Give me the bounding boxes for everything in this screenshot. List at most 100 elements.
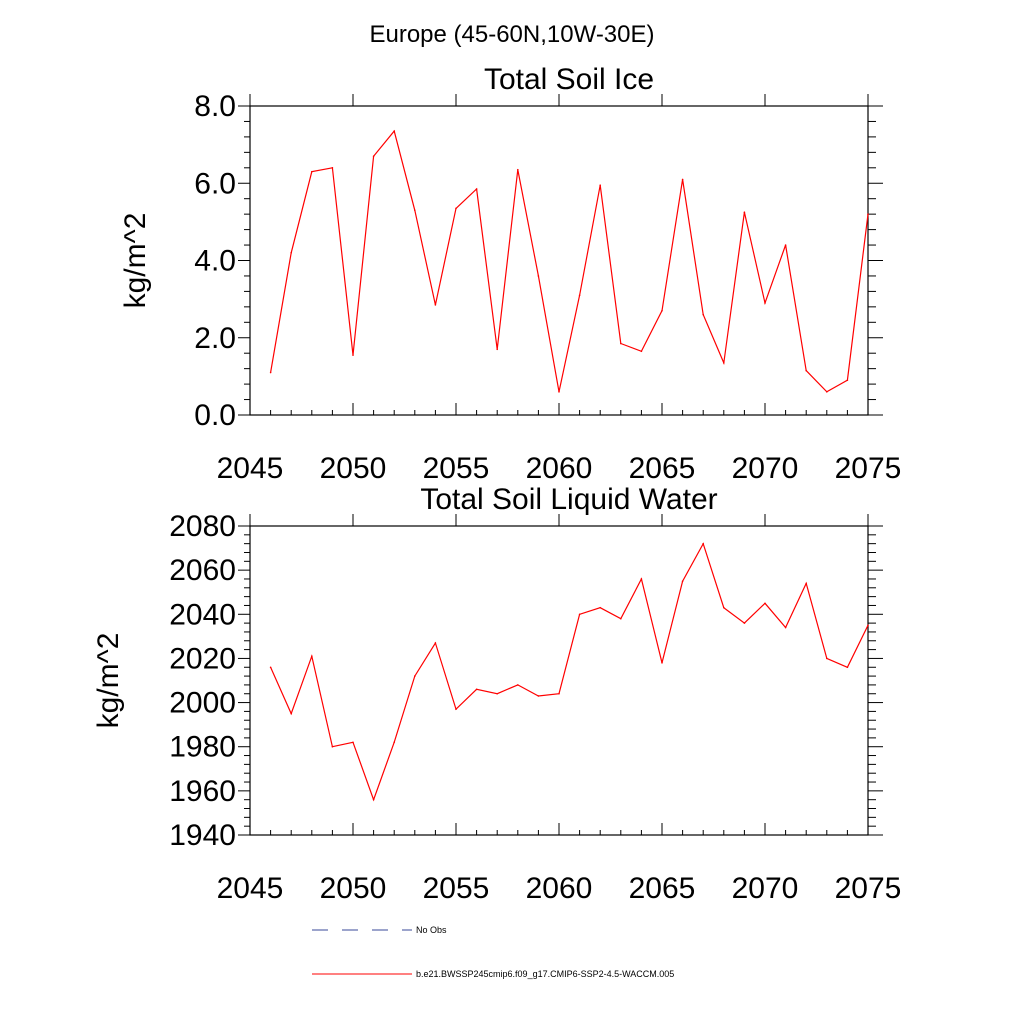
data-point bbox=[517, 168, 519, 171]
data-point bbox=[434, 304, 437, 306]
data-point bbox=[661, 662, 663, 664]
chart-title: Total Soil Liquid Water bbox=[420, 483, 717, 516]
data-point bbox=[681, 580, 684, 582]
data-point bbox=[372, 798, 375, 801]
y-axis-label: kg/m^2 bbox=[119, 213, 152, 309]
y-tick-label: 6.0 bbox=[194, 167, 236, 200]
data-point bbox=[269, 371, 272, 374]
x-tick-label: 2075 bbox=[835, 452, 902, 485]
y-tick-label: 2040 bbox=[169, 598, 236, 631]
data-point bbox=[372, 155, 375, 158]
data-point bbox=[496, 692, 499, 695]
x-tick-label: 2045 bbox=[217, 452, 284, 485]
data-point bbox=[393, 130, 396, 132]
y-tick-label: 1980 bbox=[169, 731, 236, 764]
data-point bbox=[558, 692, 560, 695]
x-tick-label: 2065 bbox=[629, 872, 696, 905]
data-point bbox=[620, 617, 622, 620]
data-point bbox=[784, 626, 787, 629]
data-point bbox=[475, 688, 478, 691]
chart-title: Total Soil Ice bbox=[484, 63, 654, 96]
data-point bbox=[537, 695, 540, 697]
data-point bbox=[743, 622, 746, 624]
data-point bbox=[764, 302, 766, 304]
y-tick-label: 4.0 bbox=[194, 245, 236, 278]
x-tick-label: 2050 bbox=[320, 872, 387, 905]
data-point bbox=[331, 745, 334, 748]
data-point bbox=[640, 578, 643, 580]
data-point bbox=[826, 657, 828, 660]
data-point bbox=[867, 213, 869, 215]
x-tick-label: 2060 bbox=[526, 452, 593, 485]
data-point bbox=[661, 309, 663, 312]
data-point bbox=[784, 244, 787, 246]
data-point bbox=[331, 167, 334, 169]
data-point bbox=[599, 184, 601, 186]
x-tick-label: 2055 bbox=[423, 452, 490, 485]
data-point bbox=[743, 211, 746, 214]
data-point bbox=[455, 708, 457, 710]
data-point bbox=[517, 684, 519, 686]
data-point bbox=[290, 251, 293, 254]
x-tick-label: 2065 bbox=[629, 452, 696, 485]
data-point bbox=[578, 294, 581, 297]
data-point bbox=[311, 170, 313, 173]
legend-obs-label: No Obs bbox=[416, 925, 447, 935]
data-point bbox=[702, 542, 704, 545]
y-tick-label: 2080 bbox=[169, 510, 236, 543]
y-tick-label: 2020 bbox=[169, 642, 236, 675]
data-point bbox=[599, 606, 601, 609]
data-point bbox=[475, 188, 478, 190]
figure-title: Europe (45-60N,10W-30E) bbox=[369, 21, 654, 48]
plot-frame bbox=[249, 525, 869, 836]
data-point bbox=[434, 642, 437, 644]
data-point bbox=[867, 624, 869, 627]
y-tick-label: 2060 bbox=[169, 554, 236, 587]
data-point bbox=[578, 613, 581, 616]
x-tick-label: 2075 bbox=[835, 872, 902, 905]
x-tick-label: 2045 bbox=[217, 872, 284, 905]
panel-total-soil-liquid-water: 2045 2050 2055 2060 2065 2070 2075 1940 1960 1980… bbox=[92, 483, 901, 905]
data-point bbox=[846, 666, 849, 669]
data-point bbox=[352, 741, 354, 744]
data-point bbox=[414, 675, 416, 677]
y-tick-label: 8.0 bbox=[194, 90, 236, 123]
x-tick-label: 2070 bbox=[732, 872, 799, 905]
data-point bbox=[826, 391, 828, 393]
data-point bbox=[537, 275, 540, 277]
data-point bbox=[702, 313, 704, 316]
x-tick-label: 2055 bbox=[423, 872, 490, 905]
data-point bbox=[640, 350, 643, 353]
y-tick-label: 1960 bbox=[169, 775, 236, 808]
data-point bbox=[681, 178, 684, 181]
data-point bbox=[764, 602, 766, 605]
data-point bbox=[496, 348, 499, 351]
data-point bbox=[846, 379, 849, 382]
y-tick-label: 2.0 bbox=[194, 322, 236, 355]
data-point bbox=[723, 362, 725, 364]
y-tick-label: 0.0 bbox=[194, 399, 236, 432]
data-point bbox=[620, 342, 622, 345]
panel-total-soil-ice: 2045 2050 2055 2060 2065 2070 2075 0.0 2.0 4.0 6.0… bbox=[119, 63, 901, 485]
y-tick-label: 1940 bbox=[169, 819, 236, 852]
y-tick-label: 2000 bbox=[169, 687, 236, 720]
data-point bbox=[393, 741, 396, 744]
series-line bbox=[270, 542, 869, 802]
data-point bbox=[455, 207, 457, 210]
series-line bbox=[270, 129, 869, 393]
data-point bbox=[414, 209, 416, 212]
legend-model-label: b.e21.BWSSP245cmip6.f09_g17.CMIP6-SSP2-4… bbox=[416, 969, 674, 979]
data-point bbox=[269, 666, 272, 669]
y-axis-label: kg/m^2 bbox=[92, 633, 125, 729]
data-point bbox=[805, 582, 807, 585]
data-point bbox=[558, 391, 560, 393]
data-point bbox=[352, 354, 354, 356]
data-point bbox=[290, 712, 293, 715]
data-point bbox=[723, 606, 725, 609]
legend: No Obs b.e21.BWSSP245cmip6.f09_g17.CMIP6… bbox=[312, 925, 674, 979]
x-tick-label: 2070 bbox=[732, 452, 799, 485]
x-tick-label: 2060 bbox=[526, 872, 593, 905]
data-point bbox=[805, 369, 807, 372]
x-tick-label: 2050 bbox=[320, 452, 387, 485]
